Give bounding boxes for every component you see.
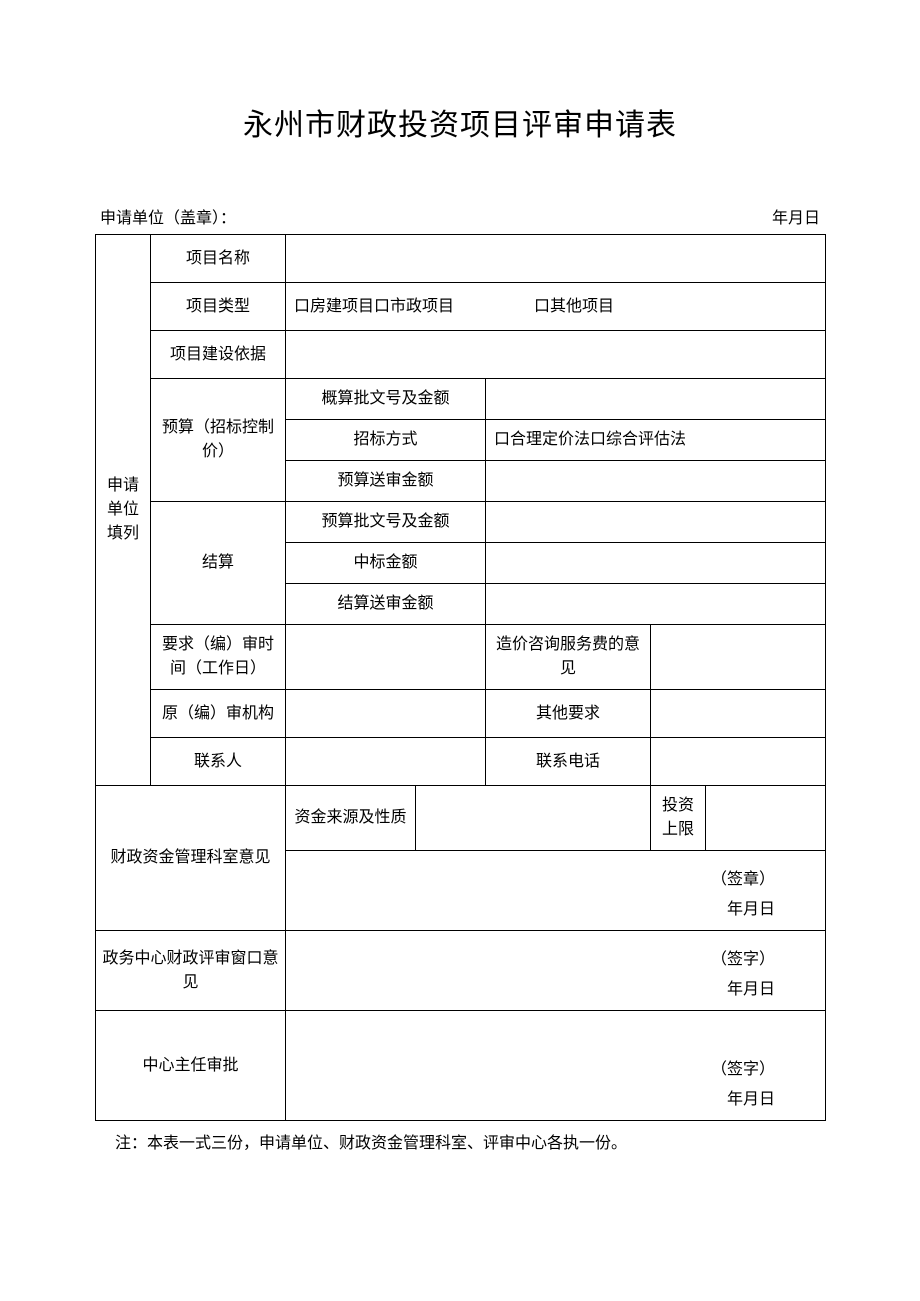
director-signature: （签字） 年月日 [286,1011,826,1121]
value-review-days [286,625,486,690]
value-approval-no [486,379,826,420]
value-winning-bid [486,543,826,584]
value-orig-org [286,690,486,738]
sig-sign-label-2: （签字） [290,1058,775,1082]
value-cost-fee [651,625,826,690]
value-invest-limit [706,786,826,851]
value-fund-source [416,786,651,851]
value-phone [651,738,826,786]
value-budget-submit [486,461,826,502]
sig-date-2: 年月日 [290,978,775,1002]
section-director: 中心主任审批 [96,1011,286,1121]
label-phone: 联系电话 [486,738,651,786]
value-settlement-submit [486,584,826,625]
value-basis [286,331,826,379]
label-contact: 联系人 [151,738,286,786]
label-invest-limit: 投资上限 [651,786,706,851]
label-winning-bid: 中标金额 [286,543,486,584]
value-budget-approval [486,502,826,543]
label-other-req: 其他要求 [486,690,651,738]
applicant-label: 申请单位（盖章）： [100,204,236,228]
label-review-days: 要求（编）审时间（工作日） [151,625,286,690]
label-budget-approval: 预算批文号及金额 [286,502,486,543]
footnote: 注：本表一式三份，申请单位、财政资金管理科室、评审中心各执一份。 [95,1129,825,1153]
label-settlement-submit: 结算送审金额 [286,584,486,625]
header-date: 年月日 [772,204,820,228]
label-project-name: 项目名称 [151,235,286,283]
label-budget-submit: 预算送审金额 [286,461,486,502]
form-table: 申请单位填列 项目名称 项目类型 口房建项目口市政项目 口其他项目 项目建设依据… [95,234,826,1121]
label-fund-source: 资金来源及性质 [286,786,416,851]
sig-date: 年月日 [290,898,775,922]
value-bid-method: 口合理定价法口综合评估法 [486,420,826,461]
value-project-type: 口房建项目口市政项目 口其他项目 [286,283,826,331]
section-applicant: 申请单位填列 [96,235,151,786]
section-gov-center: 政务中心财政评审窗口意见 [96,931,286,1011]
label-project-type: 项目类型 [151,283,286,331]
finance-dept-signature: （签章） 年月日 [286,851,826,931]
value-project-name [286,235,826,283]
label-bid-method: 招标方式 [286,420,486,461]
page-title: 永州市财政投资项目评审申请表 [95,100,825,144]
label-budget: 预算（招标控制价） [151,379,286,502]
label-settlement: 结算 [151,502,286,625]
value-contact [286,738,486,786]
label-basis: 项目建设依据 [151,331,286,379]
sig-date-3: 年月日 [290,1088,775,1112]
header-row: 申请单位（盖章）： 年月日 [95,204,825,234]
label-cost-fee: 造价咨询服务费的意见 [486,625,651,690]
sig-sign-label: （签字） [290,948,775,972]
section-finance-dept: 财政资金管理科室意见 [96,786,286,931]
label-orig-org: 原（编）审机构 [151,690,286,738]
gov-center-signature: （签字） 年月日 [286,931,826,1011]
sig-seal-label: （签章） [290,868,775,892]
value-other-req [651,690,826,738]
label-approval-no: 概算批文号及金额 [286,379,486,420]
